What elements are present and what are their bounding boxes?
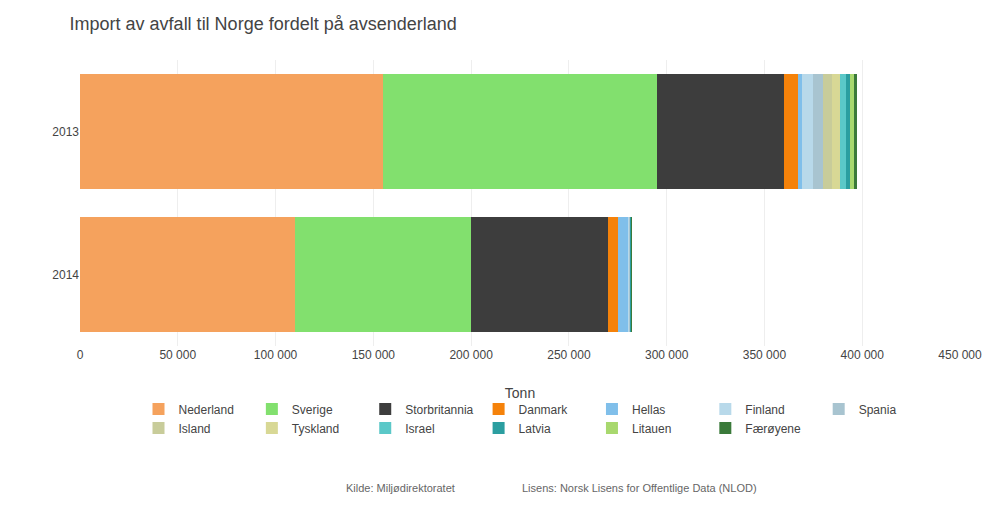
svg-text:Sverige: Sverige [292, 403, 333, 417]
svg-text:150 000: 150 000 [352, 348, 396, 362]
svg-text:Lisens: Norsk Lisens for Offen: Lisens: Norsk Lisens for Offentlige Data… [522, 482, 757, 494]
svg-text:Kilde: Miljødirektoratet: Kilde: Miljødirektoratet [346, 482, 455, 494]
svg-text:Israel: Israel [405, 422, 434, 436]
svg-text:100 000: 100 000 [254, 348, 298, 362]
svg-text:Danmark: Danmark [519, 403, 569, 417]
svg-text:Litauen: Litauen [632, 422, 671, 436]
svg-text:Spania: Spania [859, 403, 897, 417]
svg-text:0: 0 [77, 348, 84, 362]
svg-text:Island: Island [179, 422, 211, 436]
svg-text:2013: 2013 [52, 125, 79, 139]
svg-text:450 000: 450 000 [938, 348, 982, 362]
svg-text:300 000: 300 000 [645, 348, 689, 362]
svg-text:Færøyene: Færøyene [745, 422, 801, 436]
svg-text:250 000: 250 000 [547, 348, 591, 362]
svg-text:50 000: 50 000 [159, 348, 196, 362]
svg-text:200 000: 200 000 [449, 348, 493, 362]
svg-text:Finland: Finland [745, 403, 784, 417]
svg-text:2014: 2014 [52, 268, 79, 282]
svg-text:350 000: 350 000 [743, 348, 787, 362]
svg-text:Hellas: Hellas [632, 403, 665, 417]
svg-text:400 000: 400 000 [841, 348, 885, 362]
svg-text:Tonn: Tonn [505, 385, 535, 401]
svg-text:Nederland: Nederland [179, 403, 234, 417]
svg-text:Tyskland: Tyskland [292, 422, 339, 436]
svg-text:Storbritannia: Storbritannia [405, 403, 473, 417]
svg-text:Import av avfall til Norge for: Import av avfall til Norge fordelt på av… [70, 14, 457, 34]
svg-text:Latvia: Latvia [519, 422, 551, 436]
